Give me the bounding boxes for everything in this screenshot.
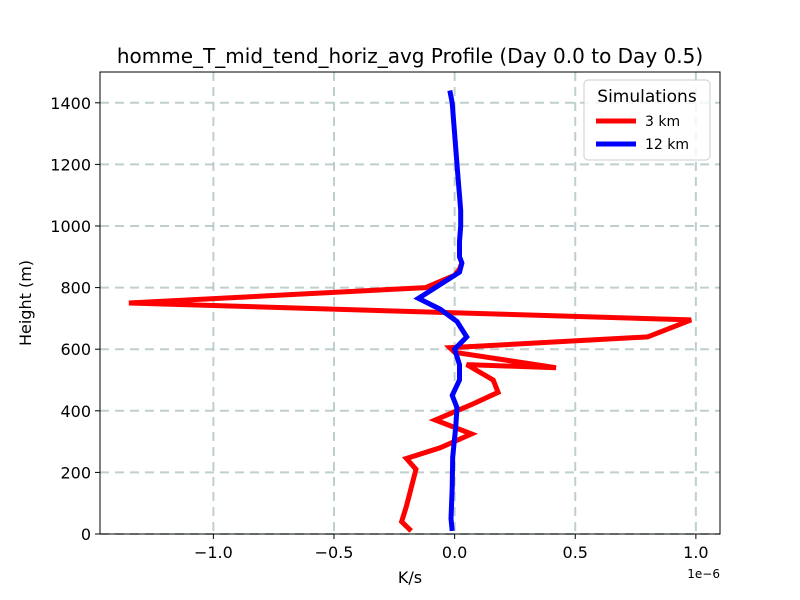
- y-tick-label: 0: [81, 525, 91, 544]
- y-tick-label: 400: [60, 402, 91, 421]
- x-tick-label: 1.0: [683, 543, 708, 562]
- y-tick-label: 1400: [50, 94, 91, 113]
- y-tick-label: 600: [60, 340, 91, 359]
- legend: Simulations 3 km 12 km: [583, 79, 711, 161]
- axes-frame: [99, 71, 721, 535]
- series-line-12km: [413, 90, 470, 532]
- y-tick-label: 1200: [50, 155, 91, 174]
- legend-title: Simulations: [597, 87, 697, 107]
- x-tick-label: 0.5: [563, 543, 588, 562]
- y-tick-label: 200: [60, 463, 91, 482]
- x-axis-offset-label: 1e−6: [687, 567, 720, 581]
- y-tick-label: 1000: [50, 217, 91, 236]
- x-tick-label: −0.5: [315, 543, 354, 562]
- y-axis-label: Height (m): [16, 260, 35, 346]
- legend-box: [583, 79, 711, 161]
- series-lines: [128, 90, 693, 533]
- chart-title: homme_T_mid_tend_horiz_avg Profile (Day …: [117, 44, 703, 68]
- y-axis-ticks: 0 200 400 600 800 1000 1200 1400: [50, 94, 100, 544]
- x-axis-label: K/s: [398, 568, 422, 587]
- y-tick-label: 800: [60, 279, 91, 298]
- x-tick-label: 0.0: [442, 543, 467, 562]
- x-axis-ticks: −1.0 −0.5 0.0 0.5 1.0: [194, 534, 709, 562]
- x-tick-label: −1.0: [194, 543, 233, 562]
- legend-label-12km: 12 km: [645, 137, 689, 153]
- series-line-3km: [128, 262, 693, 533]
- legend-label-3km: 3 km: [645, 114, 680, 130]
